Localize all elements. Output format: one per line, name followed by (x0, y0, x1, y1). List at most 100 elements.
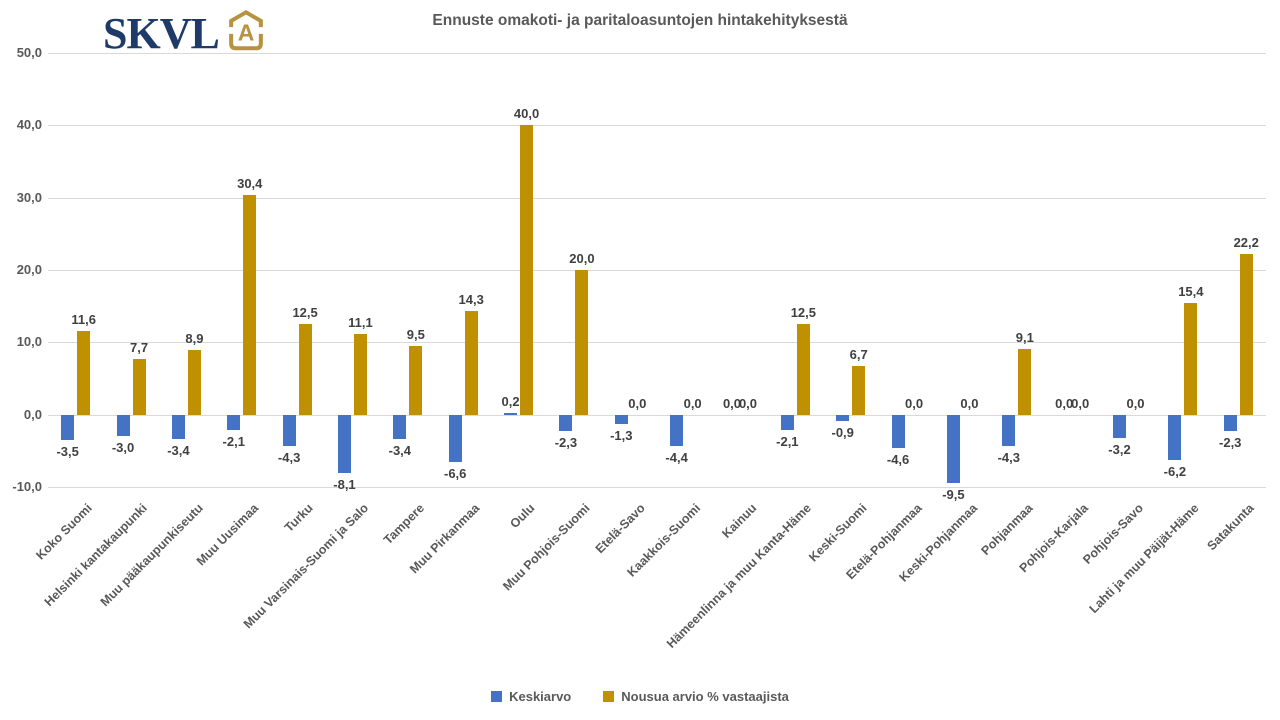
x-axis-label: Tampere (380, 501, 427, 548)
data-label: 9,5 (406, 326, 425, 342)
category-group: -6,6 14,3 Muu Pirkanmaa (407, 53, 491, 576)
data-label: 0,0 (1071, 395, 1090, 411)
bar-series-0 (614, 414, 628, 425)
bar-series-0 (780, 414, 794, 430)
skvl-logo-text: SKVL (103, 8, 220, 58)
data-label: -4,3 (997, 449, 1020, 465)
category-group: 0,0 0,0 Kainuu (712, 53, 767, 541)
bar-series-1 (796, 324, 810, 415)
house-icon: A (223, 8, 269, 59)
category-group: -3,4 9,5 Tampere (380, 53, 435, 547)
category-group: -0,9 6,7 Keski-Suomi (806, 53, 878, 564)
bar-series-1 (409, 345, 423, 415)
bar-series-0 (171, 414, 185, 440)
bar-series-0 (1223, 414, 1237, 432)
data-label: 40,0 (513, 106, 540, 122)
legend-swatch-keskiarvo (491, 691, 503, 702)
bar-series-0 (61, 414, 75, 440)
x-axis-label: Lahti ja muu Päijät-Häme (1086, 501, 1202, 617)
legend-label-nousua: Nousua arvio % vastaajista (621, 689, 789, 704)
data-label: 0,0 (628, 395, 647, 411)
data-label: -2,3 (1219, 435, 1242, 451)
data-label: 30,4 (237, 175, 263, 191)
house-letter: A (238, 20, 255, 46)
data-label: -2,1 (222, 433, 245, 449)
category-slots: -3,5 11,6 Koko Suomi -3,0 7,7 Helsinki kantak… (33, 53, 1266, 651)
data-label: -4,4 (665, 450, 688, 466)
bar-series-0 (559, 414, 573, 432)
category-group: -3,4 8,9 Muu pääkaupunkiseutu (97, 53, 214, 609)
data-label: -4,3 (277, 449, 301, 465)
x-axis-label: Oulu (507, 501, 538, 532)
legend-item-nousua: Nousua arvio % vastaajista (603, 689, 789, 704)
bar-series-0 (227, 414, 241, 430)
category-group: -4,3 9,1 Pohjanmaa (979, 53, 1044, 558)
data-label: 7,7 (129, 339, 149, 355)
skvl-logo: SKVL A (103, 8, 269, 59)
bar-series-0 (836, 414, 850, 422)
data-label: -3,2 (1108, 441, 1131, 457)
data-label: 8,9 (185, 331, 204, 347)
y-tick-label: 20,0 (16, 262, 42, 277)
bar-series-1 (464, 311, 478, 415)
bar-series-1 (298, 324, 312, 415)
y-axis: 50,0 40,0 30,0 20,0 10,0 0,0 -10,0 (0, 45, 42, 494)
legend-label-keskiarvo: Keskiarvo (509, 689, 572, 704)
data-label: -3,4 (167, 443, 190, 459)
data-label: -2,3 (554, 435, 578, 451)
data-label: 6,7 (849, 347, 868, 363)
legend-swatch-nousua (603, 691, 615, 702)
x-axis-label: Etelä-Savo (593, 501, 649, 557)
data-label: -4,6 (886, 451, 910, 467)
category-group: -4,4 0,0 Kaakkois-Suomi (625, 53, 712, 580)
x-axis-label: Muu pääkaupunkiseutu (97, 501, 206, 610)
category-group: 0,2 40,0 Oulu (491, 53, 546, 531)
bar-series-0 (337, 414, 351, 474)
bar-series-1 (132, 358, 146, 415)
legend: Keskiarvo Nousua arvio % vastaajista (0, 689, 1280, 704)
y-tick-label: -10,0 (12, 479, 42, 494)
x-axis-label: Turku (282, 501, 317, 535)
data-label: 14,3 (458, 292, 484, 308)
bar-series-0 (1002, 414, 1016, 446)
category-group: -2,3 22,2 Satakunta (1205, 53, 1266, 553)
gridline-40 (48, 125, 1266, 127)
bar-series-1 (1239, 254, 1253, 415)
bar-series-1 (243, 194, 257, 415)
bar-series-1 (77, 330, 91, 415)
bar-series-0 (891, 414, 905, 448)
category-group: -8,1 11,1 Muu Varsinais-Suomi ja Salo (241, 53, 380, 631)
bar-series-1 (353, 334, 367, 415)
data-label: -3,0 (111, 440, 135, 456)
data-label: -2,1 (776, 433, 799, 449)
x-axis-label: Koko Suomi (33, 501, 95, 563)
legend-item-keskiarvo: Keskiarvo (491, 689, 571, 704)
data-label: 11,6 (71, 311, 96, 327)
data-label: -3,4 (388, 443, 412, 459)
bar-series-0 (282, 414, 296, 446)
plot-area: -3,5 11,6 Koko Suomi -3,0 7,7 Helsinki kantak… (33, 53, 1266, 651)
category-group: -9,5 0,0 Keski-Pohjanmaa (897, 53, 989, 585)
data-label: -9,5 (942, 487, 965, 503)
data-label: 0,2 (501, 394, 520, 410)
data-label: 22,2 (1233, 235, 1259, 251)
bar-series-0 (504, 413, 518, 415)
bar-series-0 (1113, 414, 1126, 438)
bar-series-0 (393, 414, 407, 440)
category-group: -3,5 11,6 Koko Suomi (33, 53, 103, 563)
data-label: 20,0 (569, 251, 595, 266)
bar-series-1 (1184, 303, 1198, 415)
data-label: 0,0 (683, 395, 702, 411)
data-label: -6,6 (443, 466, 467, 482)
gridline-50 (48, 53, 1266, 54)
category-group: 0,0 0,0 Pohjois-Karjala (1017, 53, 1099, 576)
data-label: 0,0 (1126, 395, 1145, 411)
data-label: 11,1 (348, 315, 373, 331)
bar-series-0 (448, 414, 462, 463)
gridline-20 (48, 270, 1266, 271)
data-label: 0,0 (722, 395, 742, 411)
bar-series-1 (852, 366, 866, 415)
category-group: -3,0 7,7 Helsinki kantakaupunki (42, 53, 158, 609)
bar-series-0 (670, 414, 684, 447)
